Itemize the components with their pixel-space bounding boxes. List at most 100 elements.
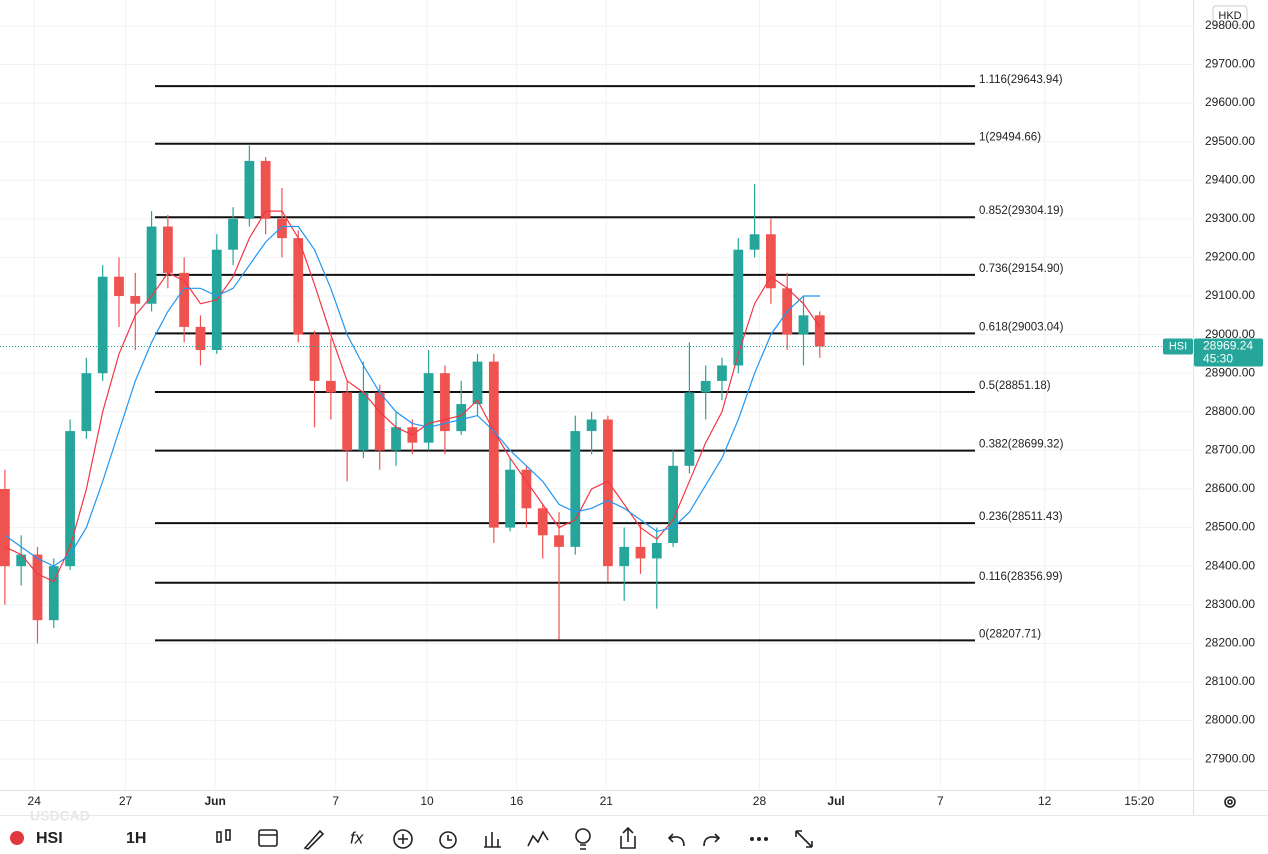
candle-body xyxy=(798,315,809,335)
candle-body xyxy=(32,554,43,621)
redo-icon[interactable] xyxy=(703,833,721,847)
x-tick-label: Jun xyxy=(204,794,225,808)
x-tick-label: 15:20 xyxy=(1124,794,1154,808)
candle-body xyxy=(472,361,483,405)
candle-body xyxy=(81,373,92,432)
candle-body xyxy=(733,249,744,366)
price-tag-label: 28969.24 xyxy=(1203,339,1253,353)
candle-body xyxy=(619,546,630,567)
candle-body xyxy=(603,419,613,567)
candle-body xyxy=(260,160,271,219)
draw-icon[interactable] xyxy=(303,829,325,850)
candle-body xyxy=(325,380,336,393)
fib-label: 0.618(29003.04) xyxy=(979,321,1064,333)
add-icon[interactable] xyxy=(393,829,413,849)
bars-icon[interactable] xyxy=(484,832,501,848)
candle-body xyxy=(717,365,727,381)
more-icon[interactable] xyxy=(750,837,768,841)
y-tick-label: 28000.00 xyxy=(1205,713,1255,727)
candle-body xyxy=(537,508,548,536)
idea-icon[interactable] xyxy=(575,828,591,850)
x-tick-label: 24 xyxy=(28,794,42,808)
settings-icon[interactable] xyxy=(1224,796,1236,808)
candle-body xyxy=(684,392,695,466)
y-tick-label: 28500.00 xyxy=(1205,520,1255,534)
candle-body xyxy=(635,546,646,559)
price-tag xyxy=(1194,338,1263,367)
fib-label: 0.5(28851.18) xyxy=(979,380,1051,392)
y-tick-label: 28700.00 xyxy=(1205,443,1255,457)
candle-body xyxy=(570,431,581,547)
candle-body xyxy=(342,392,353,451)
x-tick-label: 16 xyxy=(510,794,524,808)
undo-icon[interactable] xyxy=(667,833,685,847)
indicator-icon[interactable]: fx xyxy=(350,828,364,847)
x-tick-label: 10 xyxy=(420,794,434,808)
x-tick-label: 7 xyxy=(937,794,944,808)
currency-box[interactable] xyxy=(1212,5,1248,26)
x-tick-label: 21 xyxy=(600,794,614,808)
x-tick-label: 7 xyxy=(332,794,339,808)
candle-body xyxy=(423,373,434,443)
x-tick-label: Jul xyxy=(827,794,844,808)
y-tick-label: 28400.00 xyxy=(1205,558,1255,572)
moving-average xyxy=(4,210,821,583)
candle-body xyxy=(358,392,369,451)
candle-body xyxy=(97,276,108,374)
y-tick-label: 29400.00 xyxy=(1205,172,1255,186)
x-tick-label: 28 xyxy=(753,794,767,808)
y-tick-label: 28900.00 xyxy=(1205,365,1255,379)
candle-body xyxy=(391,427,401,451)
y-tick-label: 28300.00 xyxy=(1205,597,1255,611)
fib-label: 1.116(29643.94) xyxy=(979,74,1063,86)
currency: HKD xyxy=(1218,10,1241,22)
fib-label: 0.236(28511.43) xyxy=(979,511,1063,523)
candle-body xyxy=(0,488,10,567)
toolbar-symbol[interactable]: HSI xyxy=(36,830,63,847)
candle-body xyxy=(179,272,190,327)
candle-body xyxy=(277,218,287,239)
candle-body xyxy=(195,326,206,351)
candle-body xyxy=(700,380,711,393)
symbol-tag-label: HSI xyxy=(1169,340,1187,352)
calendar-icon[interactable] xyxy=(258,829,278,847)
candle-body xyxy=(146,226,157,304)
y-tick-label: 28800.00 xyxy=(1205,404,1255,418)
trend-icon[interactable] xyxy=(527,830,549,847)
candle-body xyxy=(651,543,662,559)
share-icon[interactable] xyxy=(620,826,636,849)
fullscreen-icon[interactable] xyxy=(795,830,813,848)
candle-body xyxy=(521,469,532,509)
candle-body xyxy=(228,218,238,250)
candle-body xyxy=(65,431,75,567)
candle-body xyxy=(505,469,516,528)
y-tick-label: 29200.00 xyxy=(1205,250,1255,264)
candle-body xyxy=(293,238,304,335)
countdown-label: 45:30 xyxy=(1203,352,1233,366)
y-tick-label: 28600.00 xyxy=(1205,481,1255,495)
y-tick-label: 27900.00 xyxy=(1205,751,1255,765)
candle-body xyxy=(765,234,776,289)
symbol-tag xyxy=(1163,338,1193,355)
fib-label: 1(29494.66) xyxy=(979,132,1041,144)
y-tick-label: 28200.00 xyxy=(1205,636,1255,650)
candle-body xyxy=(749,234,760,250)
candle-body xyxy=(488,361,499,528)
y-tick-label: 29600.00 xyxy=(1205,95,1255,109)
candle-body xyxy=(309,334,320,381)
y-tick-label: 28100.00 xyxy=(1205,674,1255,688)
candles-icon[interactable] xyxy=(216,829,231,843)
y-tick-label: 29300.00 xyxy=(1205,211,1255,225)
alert-icon[interactable] xyxy=(439,831,457,849)
x-tick-label: 27 xyxy=(119,794,133,808)
candle-body xyxy=(586,419,597,432)
candle-body xyxy=(48,566,59,621)
x-tick-label: 12 xyxy=(1038,794,1052,808)
fib-label: 0.382(28699.32) xyxy=(979,439,1064,451)
candle-body xyxy=(130,296,141,304)
candle-body xyxy=(16,554,27,567)
candle-body xyxy=(114,276,124,297)
toolbar-interval[interactable]: 1H xyxy=(126,830,146,847)
symbol-flag xyxy=(10,831,24,845)
